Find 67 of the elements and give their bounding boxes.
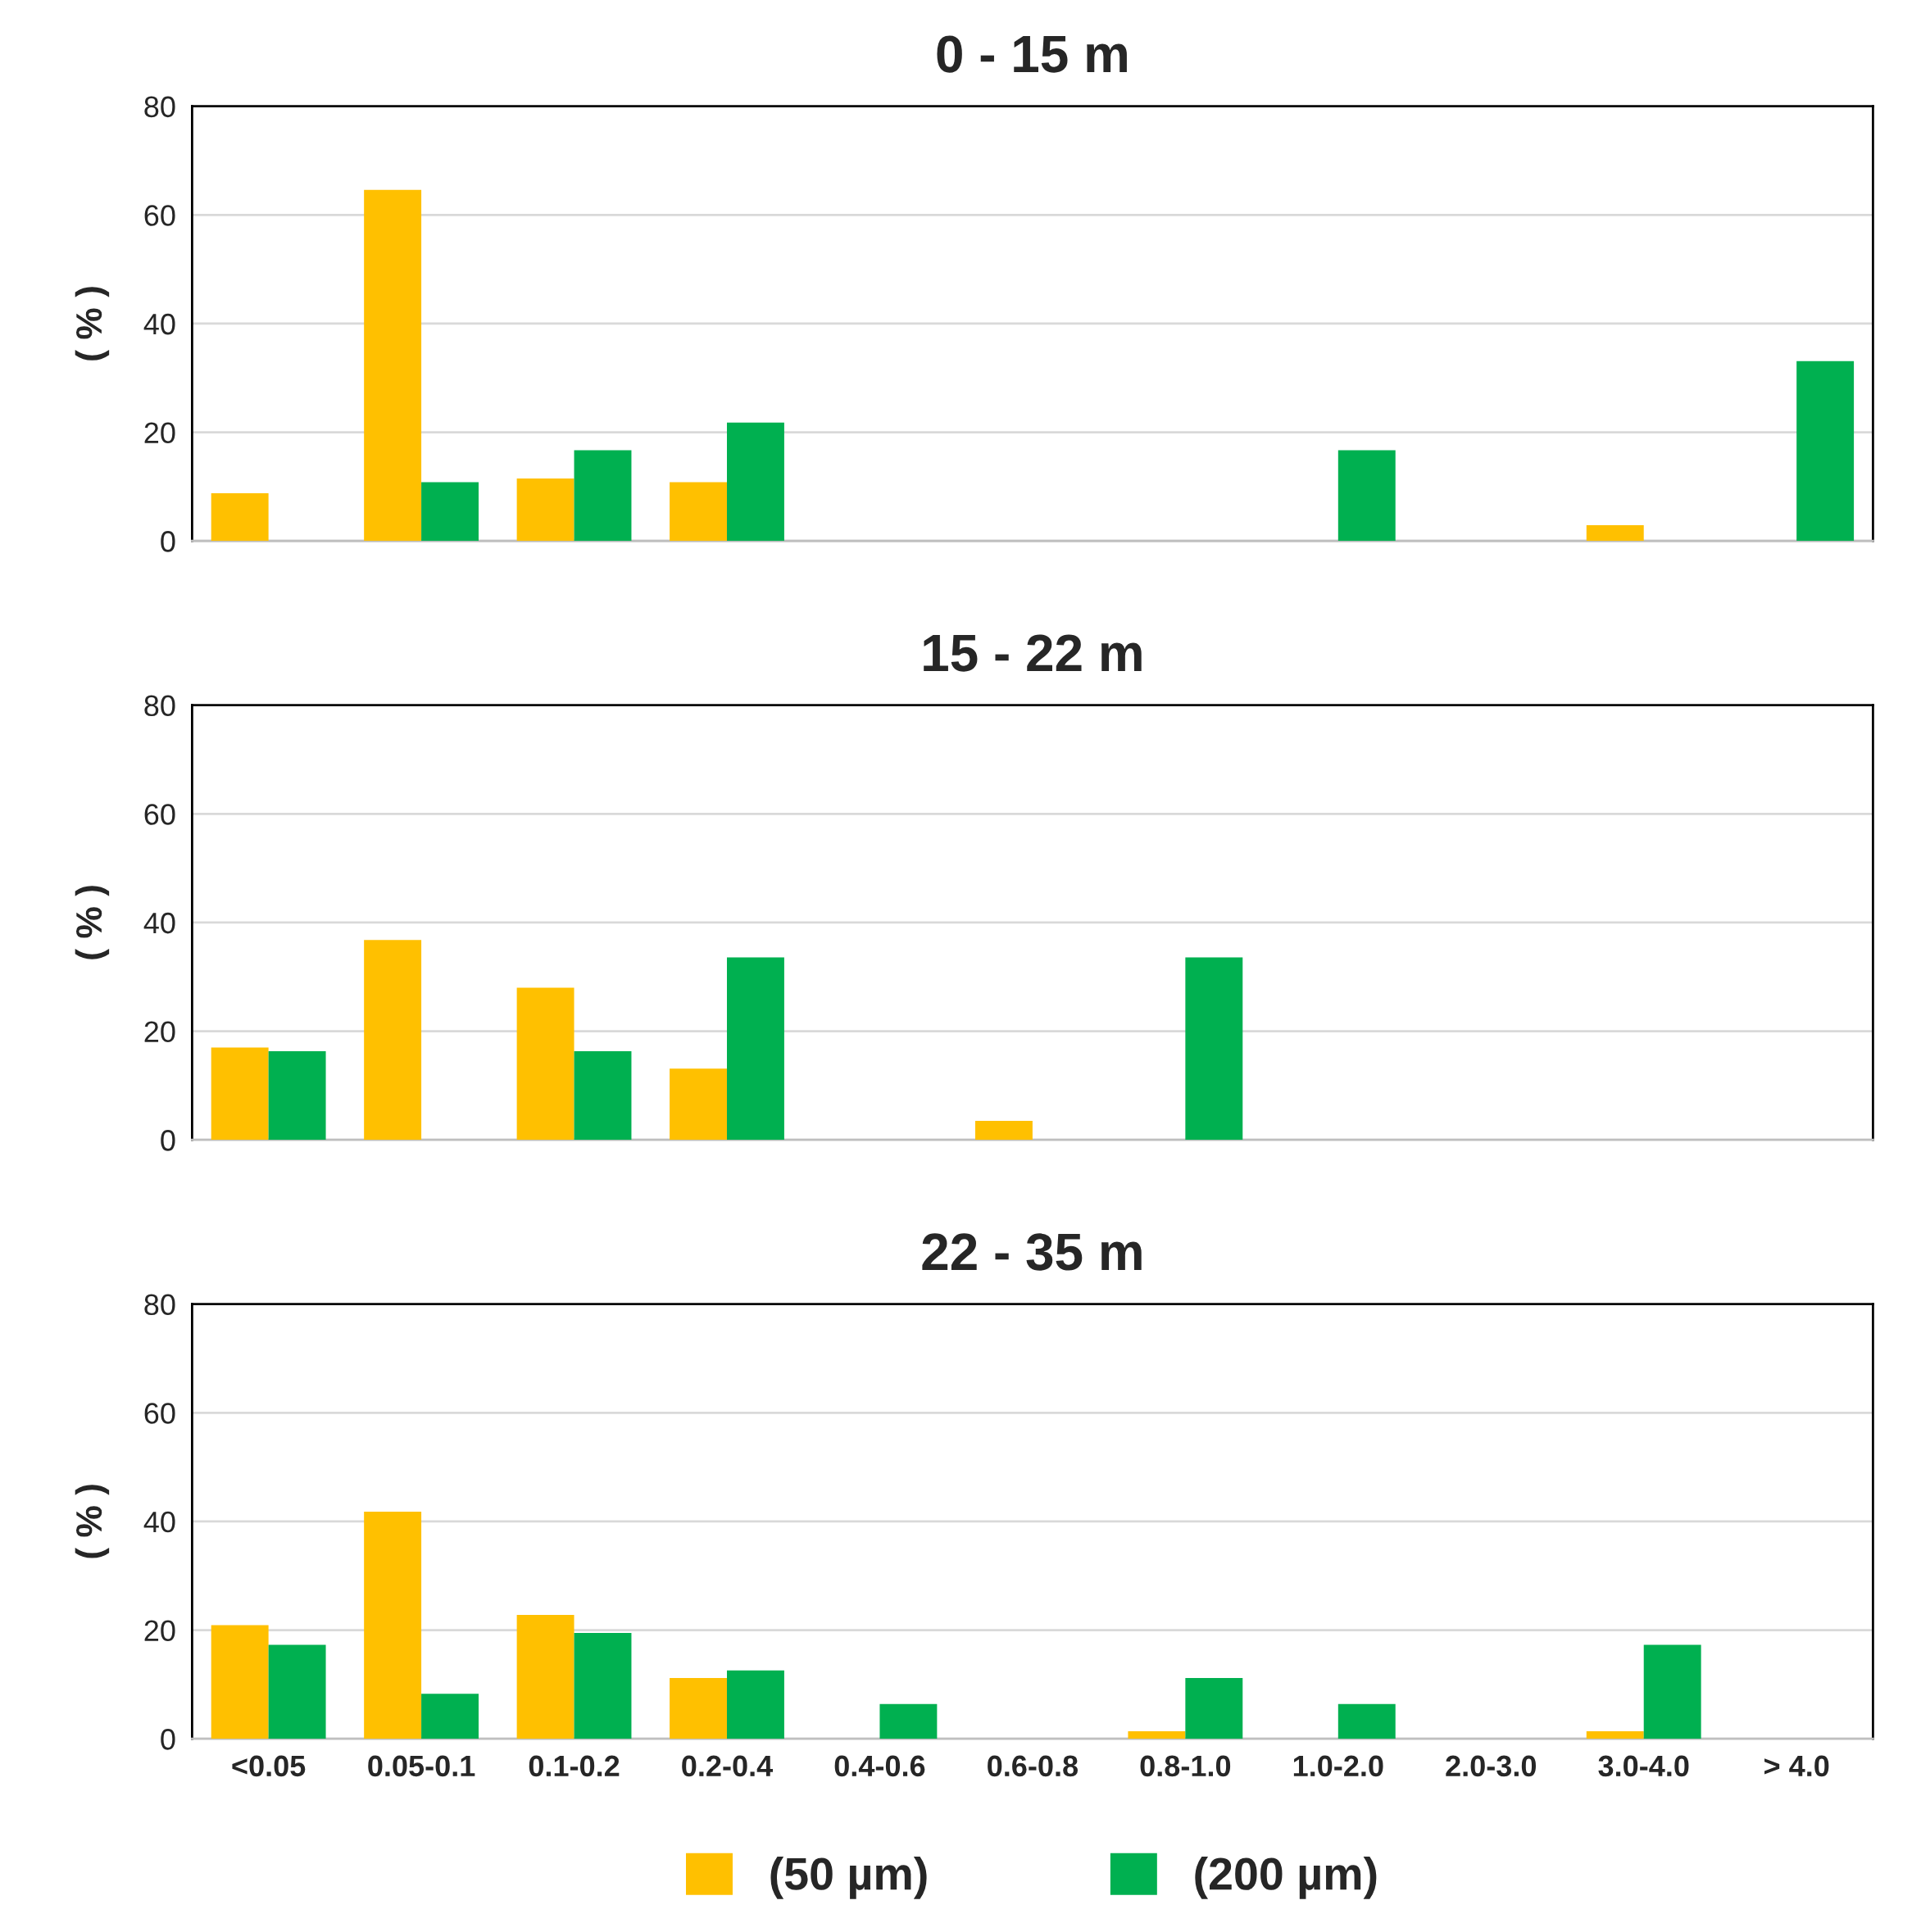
y-tick-label: 0: [161, 1729, 175, 1750]
bar: [364, 189, 422, 542]
bar: [364, 940, 422, 1141]
bar: [1643, 1644, 1701, 1739]
y-tick-label: 40: [143, 1511, 175, 1533]
x-tick-label: 0.1-0.2: [529, 1755, 620, 1777]
bar: [211, 1047, 269, 1141]
x-tick-label: 3.0-4.0: [1598, 1755, 1689, 1777]
bar: [364, 1511, 422, 1739]
bar: [516, 1614, 574, 1739]
y-tick-label: 40: [143, 313, 175, 335]
bar: [1185, 1677, 1243, 1739]
y-axis-title: ( % ): [75, 287, 110, 361]
bar: [211, 492, 269, 542]
bar: [574, 450, 632, 542]
bar: [1586, 525, 1644, 542]
y-tick-label: 80: [144, 96, 175, 118]
x-tick-label: 0.6-0.8: [988, 1755, 1079, 1777]
bar: [1128, 1730, 1186, 1739]
y-tick-label: 40: [143, 912, 175, 934]
chart-title: 15 - 22 m: [924, 634, 1142, 672]
bar: [268, 1051, 326, 1141]
y-tick-label: 0: [161, 1130, 175, 1151]
bar: [516, 987, 574, 1141]
bar: [421, 1694, 479, 1739]
x-tick-label: 0.4-0.6: [834, 1755, 925, 1777]
y-tick-label: 80: [144, 695, 175, 717]
bar: [670, 482, 727, 542]
bar: [574, 1632, 632, 1739]
chart-title: 22 - 35 m: [922, 1233, 1142, 1271]
bar: [1337, 1703, 1396, 1739]
bar: [421, 482, 479, 542]
y-tick-label: 60: [144, 804, 175, 825]
x-tick-label: 2.0-3.0: [1446, 1755, 1536, 1777]
bar: [211, 1625, 269, 1739]
y-tick-label: 0: [161, 531, 175, 552]
y-tick-label: 80: [144, 1294, 175, 1316]
bar: [516, 478, 574, 542]
x-tick-label: 0.2-0.4: [682, 1755, 774, 1777]
x-tick-label: 0.8-1.0: [1140, 1755, 1231, 1777]
bar: [670, 1068, 727, 1141]
y-tick-label: 20: [144, 422, 175, 444]
x-tick-label: 0.05-0.1: [368, 1755, 475, 1777]
bar: [670, 1677, 727, 1739]
bar: [726, 957, 784, 1141]
chart-title: 0 - 15 m: [937, 35, 1127, 73]
bar: [726, 422, 784, 542]
bar: [974, 1121, 1033, 1141]
legend-label: (200 µm): [1195, 1857, 1377, 1899]
x-tick-label: <0.05: [232, 1755, 306, 1777]
legend-label: (50 µm): [770, 1857, 927, 1899]
bar: [268, 1644, 326, 1739]
y-tick-label: 60: [144, 1403, 175, 1424]
y-axis-title: ( % ): [75, 1485, 110, 1558]
y-axis-title: ( % ): [75, 886, 110, 959]
bar: [1796, 361, 1855, 542]
bar: [1337, 450, 1396, 542]
bar: [726, 1670, 784, 1739]
bar: [1185, 957, 1243, 1141]
y-tick-label: 20: [144, 1620, 175, 1641]
bar: [574, 1051, 632, 1141]
x-tick-label: > 4.0: [1764, 1755, 1829, 1777]
bar: [1586, 1730, 1644, 1739]
bar: [879, 1703, 938, 1739]
x-tick-label: 1.0-2.0: [1293, 1755, 1383, 1777]
y-tick-label: 20: [144, 1021, 175, 1043]
y-tick-label: 60: [144, 205, 175, 226]
